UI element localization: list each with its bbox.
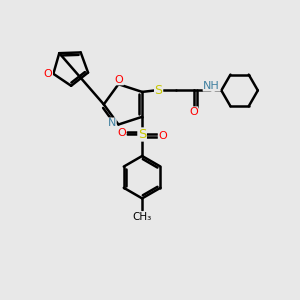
Text: S: S <box>154 84 163 97</box>
Text: O: O <box>189 107 198 117</box>
Text: O: O <box>158 131 167 141</box>
Text: O: O <box>117 128 126 138</box>
Text: S: S <box>138 128 146 141</box>
Text: N: N <box>108 118 116 128</box>
Text: O: O <box>44 69 52 79</box>
Text: NH: NH <box>203 81 220 91</box>
Text: CH₃: CH₃ <box>133 212 152 222</box>
Text: O: O <box>115 75 123 85</box>
